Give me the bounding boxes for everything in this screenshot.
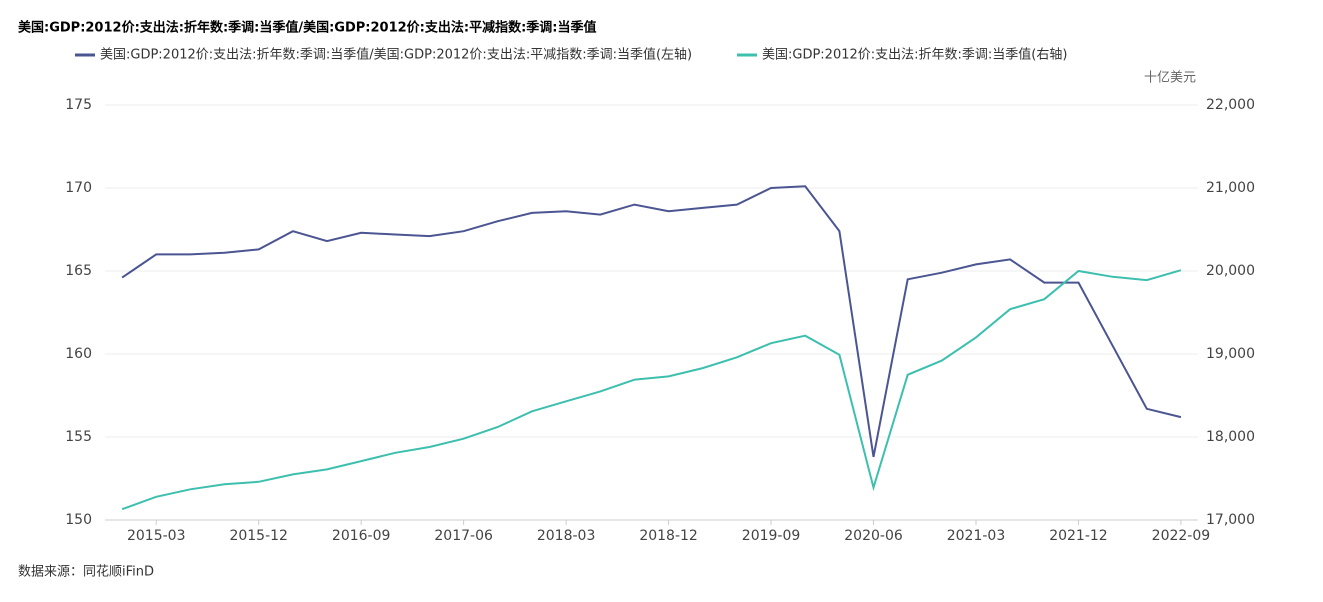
x-tick-label: 2021-03	[947, 528, 1006, 544]
x-tick-label: 2018-03	[537, 528, 596, 544]
x-tick-label: 2015-12	[229, 528, 288, 544]
y2-tick-label: 20,000	[1206, 263, 1255, 279]
y2-tick-label: 21,000	[1206, 180, 1255, 196]
y2-tick-label: 17,000	[1206, 512, 1255, 528]
legend-label: 美国:GDP:2012价:支出法:折年数:季调:当季值(右轴)	[762, 47, 1067, 63]
x-tick-label: 2017-06	[434, 528, 493, 544]
y-tick-label: 165	[65, 263, 92, 279]
y2-tick-label: 18,000	[1206, 429, 1255, 445]
y2-tick-label: 22,000	[1206, 97, 1255, 113]
x-tick-label: 2020-06	[844, 528, 903, 544]
x-tick-label: 2021-12	[1049, 528, 1108, 544]
y-tick-label: 175	[65, 97, 92, 113]
y-tick-label: 150	[65, 512, 92, 528]
y-tick-label: 170	[65, 180, 92, 196]
x-tick-label: 2015-03	[127, 528, 186, 544]
x-tick-label: 2019-09	[742, 528, 801, 544]
series-line	[121, 269, 1182, 511]
y-tick-label: 160	[65, 346, 92, 362]
legend-label: 美国:GDP:2012价:支出法:折年数:季调:当季值/美国:GDP:2012价…	[100, 47, 692, 63]
y-tick-label: 155	[65, 429, 92, 445]
source-note: 数据来源：同花顺iFinD	[18, 564, 154, 580]
series-line	[121, 185, 1182, 458]
y2-tick-label: 19,000	[1206, 346, 1255, 362]
chart-title: 美国:GDP:2012价:支出法:折年数:季调:当季值/美国:GDP:2012价…	[18, 20, 596, 36]
x-tick-label: 2016-09	[332, 528, 391, 544]
y2-axis-unit: 十亿美元	[1144, 71, 1196, 86]
x-tick-label: 2022-09	[1152, 528, 1211, 544]
x-tick-label: 2018-12	[639, 528, 698, 544]
